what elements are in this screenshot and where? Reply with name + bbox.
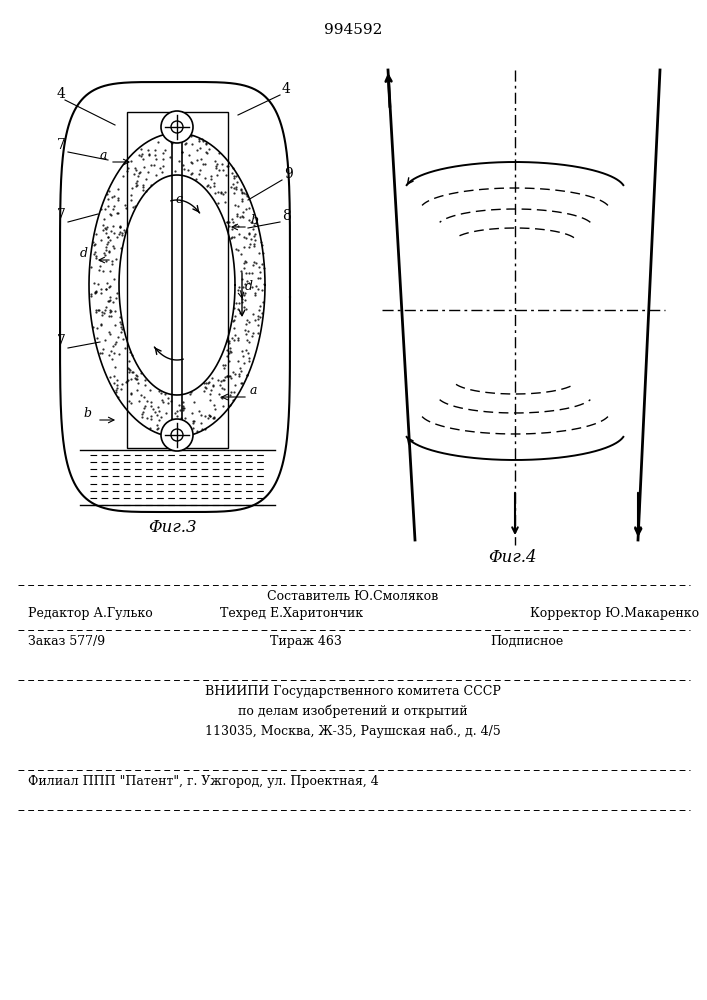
Text: Техред Е.Харитончик: Техред Е.Харитончик bbox=[220, 607, 363, 620]
Text: ВНИИПИ Государственного комитета СССР: ВНИИПИ Государственного комитета СССР bbox=[205, 685, 501, 698]
Text: d: d bbox=[80, 247, 88, 260]
Text: Редактор А.Гулько: Редактор А.Гулько bbox=[28, 607, 153, 620]
Text: 9: 9 bbox=[284, 167, 293, 181]
Text: 8: 8 bbox=[282, 209, 291, 223]
Text: b: b bbox=[250, 214, 258, 227]
Text: 4: 4 bbox=[282, 82, 291, 96]
Bar bbox=[127, 112, 228, 448]
Text: Составитель Ю.Смоляков: Составитель Ю.Смоляков bbox=[267, 590, 438, 603]
Text: Φиг.4: Φиг.4 bbox=[488, 549, 537, 566]
Text: c: c bbox=[175, 193, 182, 206]
Text: Подписное: Подписное bbox=[490, 635, 563, 648]
Text: a: a bbox=[250, 384, 257, 397]
Text: 7: 7 bbox=[57, 334, 66, 348]
Circle shape bbox=[161, 419, 193, 451]
Text: Корректор Ю.Макаренко: Корректор Ю.Макаренко bbox=[530, 607, 699, 620]
Text: a: a bbox=[100, 149, 107, 162]
Text: по делам изобретений и открытий: по делам изобретений и открытий bbox=[238, 705, 468, 718]
Text: 4: 4 bbox=[57, 87, 66, 101]
Text: 113035, Москва, Ж-35, Раушская наб., д. 4/5: 113035, Москва, Ж-35, Раушская наб., д. … bbox=[205, 725, 501, 738]
Text: 994592: 994592 bbox=[324, 23, 382, 37]
Text: d: d bbox=[245, 280, 253, 293]
Circle shape bbox=[171, 121, 183, 133]
Text: Φиг.3: Φиг.3 bbox=[148, 519, 197, 536]
Circle shape bbox=[161, 111, 193, 143]
Text: 7: 7 bbox=[57, 208, 66, 222]
Text: Тираж 463: Тираж 463 bbox=[270, 635, 342, 648]
Text: Филиал ППП "Патент", г. Ужгород, ул. Проектная, 4: Филиал ППП "Патент", г. Ужгород, ул. Про… bbox=[28, 775, 379, 788]
Circle shape bbox=[171, 429, 183, 441]
Text: b: b bbox=[83, 407, 91, 420]
Text: Заказ 577/9: Заказ 577/9 bbox=[28, 635, 105, 648]
Text: 7: 7 bbox=[57, 138, 66, 152]
